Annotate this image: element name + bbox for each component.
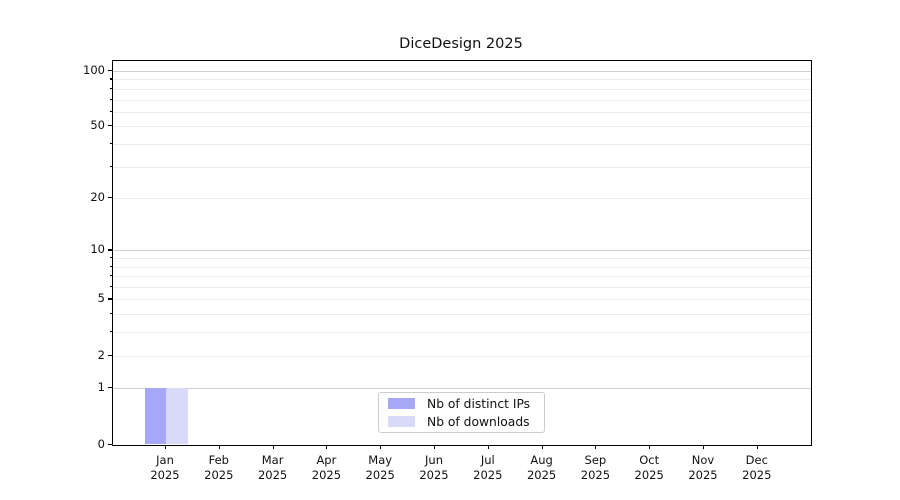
- gridline-minor: [113, 111, 811, 113]
- x-axis-tick: [487, 444, 489, 450]
- y-axis-minor-tick: [109, 257, 112, 259]
- y-axis-tick: [107, 298, 112, 300]
- y-tick-label: 10: [90, 242, 105, 257]
- y-axis-minor-tick: [109, 87, 112, 89]
- gridline-minor: [113, 287, 811, 289]
- gridline-minor: [113, 276, 811, 278]
- y-axis-tick: [107, 70, 112, 72]
- legend-item: Nb of downloads: [388, 414, 544, 429]
- x-tick-label: May 2025: [365, 452, 395, 483]
- gridline-minor: [113, 266, 811, 268]
- y-axis-tick: [107, 125, 112, 127]
- gridline-minor: [113, 143, 811, 145]
- y-axis-minor-tick: [109, 142, 112, 145]
- legend-swatch-downloads: [388, 416, 415, 427]
- gridline-major: [113, 250, 811, 252]
- x-axis-tick: [165, 444, 167, 450]
- x-tick-label: Jan 2025: [150, 452, 180, 483]
- legend-swatch-distinct-ips: [388, 398, 415, 409]
- bar-distinct-ips: [144, 388, 166, 445]
- y-axis-tick: [107, 197, 112, 199]
- x-tick-label: Mar 2025: [257, 452, 288, 483]
- y-axis-minor-tick: [109, 78, 112, 80]
- gridline-minor: [113, 198, 811, 200]
- x-tick-label: Oct 2025: [634, 452, 664, 483]
- gridline-minor: [113, 88, 811, 90]
- legend-label: Nb of distinct IPs: [427, 396, 531, 411]
- x-axis-tick: [326, 444, 328, 450]
- y-tick-label: 20: [90, 190, 105, 205]
- x-tick-label: Sep 2025: [580, 452, 611, 483]
- plot-area: [112, 60, 812, 446]
- y-axis-minor-tick: [109, 98, 112, 100]
- gridline-minor: [113, 99, 811, 101]
- x-axis-tick: [434, 444, 436, 450]
- x-axis-tick: [649, 444, 651, 450]
- y-tick-label: 5: [97, 291, 105, 306]
- x-tick-label: Apr 2025: [311, 452, 342, 483]
- y-tick-label: 50: [90, 118, 105, 133]
- y-axis-tick: [107, 249, 112, 251]
- gridline-minor: [113, 332, 811, 334]
- gridline-minor: [113, 126, 811, 128]
- gridline-major: [113, 388, 811, 390]
- gridline-minor: [113, 258, 811, 260]
- x-tick-label: Dec 2025: [742, 452, 772, 483]
- y-axis-tick: [107, 354, 112, 356]
- y-axis-minor-tick: [109, 331, 112, 333]
- x-tick-label: Aug 2025: [526, 452, 557, 483]
- gridline-minor: [113, 79, 811, 81]
- x-axis-tick: [756, 444, 758, 450]
- chart-title: DiceDesign 2025: [399, 36, 523, 52]
- gridline-major: [113, 71, 811, 72]
- x-axis-tick: [218, 444, 220, 450]
- x-axis-tick: [541, 444, 543, 450]
- x-axis-tick: [703, 444, 705, 450]
- gridline-minor: [113, 299, 811, 301]
- y-axis-minor-tick: [109, 265, 112, 267]
- y-tick-label: 2: [97, 347, 105, 362]
- legend: Nb of distinct IPs Nb of downloads: [378, 392, 545, 433]
- y-tick-label: 100: [83, 63, 105, 77]
- x-axis-tick: [380, 444, 382, 450]
- x-tick-label: Feb 2025: [204, 452, 234, 483]
- y-axis-minor-tick: [109, 313, 112, 315]
- x-tick-label: Nov 2025: [688, 452, 718, 483]
- gridline-minor: [113, 355, 811, 357]
- legend-label: Nb of downloads: [427, 414, 530, 429]
- y-axis-minor-tick: [109, 286, 112, 288]
- y-axis-minor-tick: [109, 275, 112, 277]
- legend-item: Nb of distinct IPs: [388, 396, 544, 411]
- y-tick-label: 1: [97, 380, 105, 395]
- x-axis-tick: [595, 444, 597, 450]
- y-axis-tick: [107, 443, 112, 445]
- y-axis-minor-tick: [109, 165, 112, 167]
- y-axis-minor-tick: [109, 110, 112, 112]
- x-axis-tick: [272, 444, 274, 450]
- bar-downloads: [166, 388, 188, 445]
- y-tick-label: 0: [97, 436, 105, 451]
- x-tick-label: Jul 2025: [473, 452, 503, 483]
- x-tick-label: Jun 2025: [419, 452, 449, 483]
- gridline-minor: [113, 314, 811, 316]
- y-axis-tick: [107, 387, 112, 389]
- gridline-minor: [113, 166, 811, 168]
